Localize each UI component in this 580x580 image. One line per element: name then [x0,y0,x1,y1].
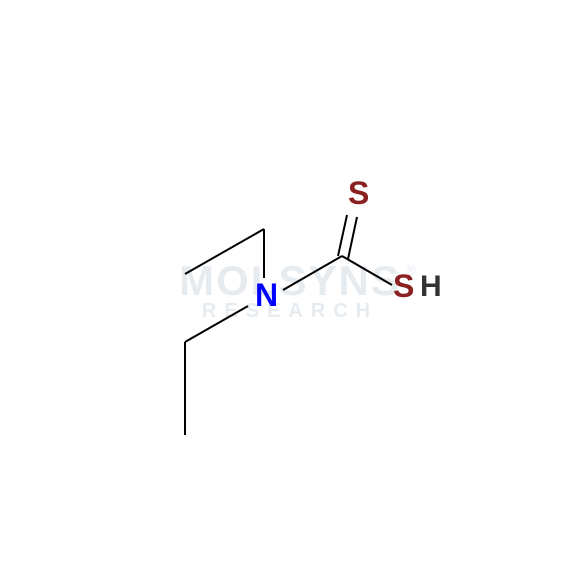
bond-c-s-double-1 [338,215,347,256]
atom-sulfur-thiol: S [393,268,414,305]
atom-hydrogen: H [420,270,442,304]
atom-sulfur-double: S [348,175,369,212]
image-container: MOLSYNS RESEARCH ® N S S H [0,0,580,580]
bond-c-sh [342,256,392,285]
bond-ethyl-upper [185,229,264,274]
bond-c-s-double-2 [348,217,357,259]
chemical-structure [0,0,580,580]
bond-n-left [185,306,248,342]
bond-n-c [283,256,342,290]
atom-nitrogen: N [255,277,278,314]
